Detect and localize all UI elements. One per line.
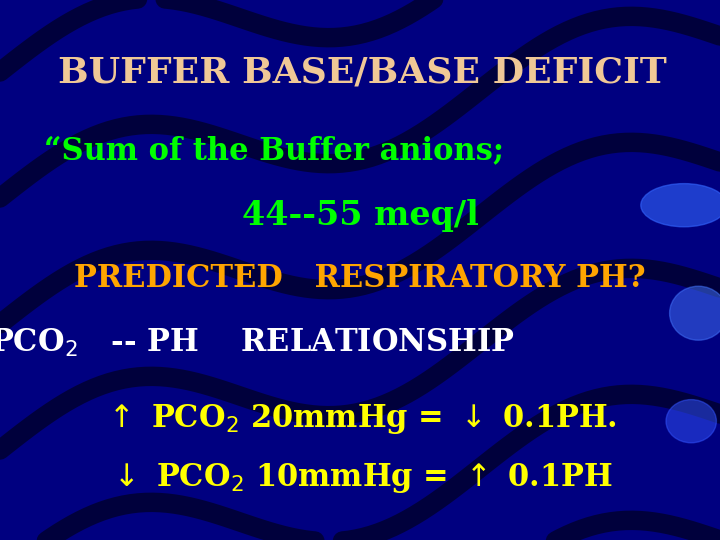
Ellipse shape [641, 184, 720, 227]
Text: BUFFER BASE/BASE DEFICIT: BUFFER BASE/BASE DEFICIT [58, 56, 666, 90]
Ellipse shape [666, 400, 716, 443]
Text: PCO$_2$   -- PH    RELATIONSHIP: PCO$_2$ -- PH RELATIONSHIP [0, 327, 514, 359]
Ellipse shape [670, 286, 720, 340]
Text: 44--55 meq/l: 44--55 meq/l [242, 199, 478, 233]
Text: “Sum of the Buffer anions;: “Sum of the Buffer anions; [43, 136, 504, 167]
Text: $\downarrow$ PCO$_2$ 10mmHg = $\uparrow$ 0.1PH: $\downarrow$ PCO$_2$ 10mmHg = $\uparrow$… [108, 461, 612, 495]
Text: $\uparrow$ PCO$_2$ 20mmHg = $\downarrow$ 0.1PH.: $\uparrow$ PCO$_2$ 20mmHg = $\downarrow$… [103, 402, 617, 435]
Text: PREDICTED   RESPIRATORY PH?: PREDICTED RESPIRATORY PH? [74, 262, 646, 294]
